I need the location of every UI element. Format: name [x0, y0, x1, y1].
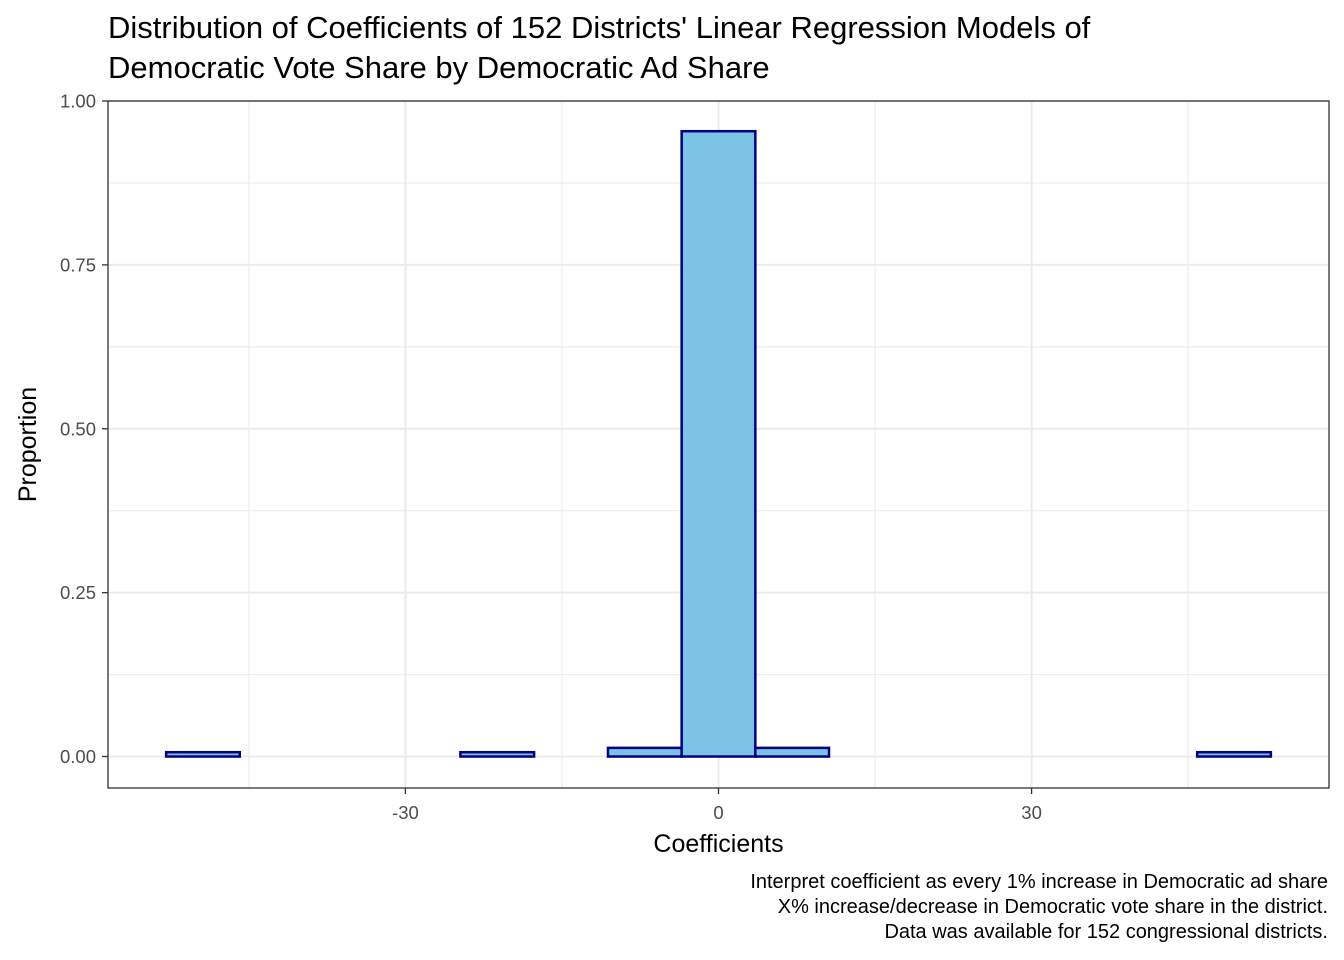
chart-title-line-1: Distribution of Coefficients of 152 Dist…: [108, 10, 1091, 45]
x-axis-label: Coefficients: [653, 830, 783, 858]
histogram-bar: [680, 129, 757, 758]
chart-caption: Interpret coefficient as every 1% increa…: [750, 870, 1328, 945]
histogram-bar: [1195, 750, 1273, 758]
y-tick-label: 0.50: [60, 418, 96, 439]
histogram-bars: [164, 129, 1273, 758]
chart-title: Distribution of Coefficients of 152 Dist…: [108, 8, 1090, 88]
caption-line-2: X% increase/decrease in Democratic vote …: [777, 896, 1328, 918]
y-axis: 0.00 0.25 0.50 0.75 1.00: [60, 91, 108, 767]
y-tick-label: 1.00: [60, 91, 96, 112]
y-tick-label: 0.00: [60, 746, 96, 767]
x-tick-label: 30: [1021, 802, 1042, 823]
y-tick-label: 0.25: [60, 582, 96, 603]
x-tick-label: 0: [713, 802, 723, 823]
caption-line-3: Data was available for 152 congressional…: [884, 921, 1328, 943]
histogram-bar: [459, 750, 536, 758]
histogram-bar: [164, 750, 242, 758]
x-tick-label: -30: [392, 802, 419, 823]
chart-title-line-2: Democratic Vote Share by Democratic Ad S…: [108, 50, 770, 85]
y-tick-label: 0.75: [60, 254, 96, 275]
x-axis: -30 0 30: [392, 788, 1042, 823]
caption-line-1: Interpret coefficient as every 1% increa…: [750, 871, 1328, 893]
histogram-bar: [606, 746, 683, 758]
histogram-bar: [754, 746, 831, 758]
y-axis-label: Proportion: [14, 387, 42, 502]
